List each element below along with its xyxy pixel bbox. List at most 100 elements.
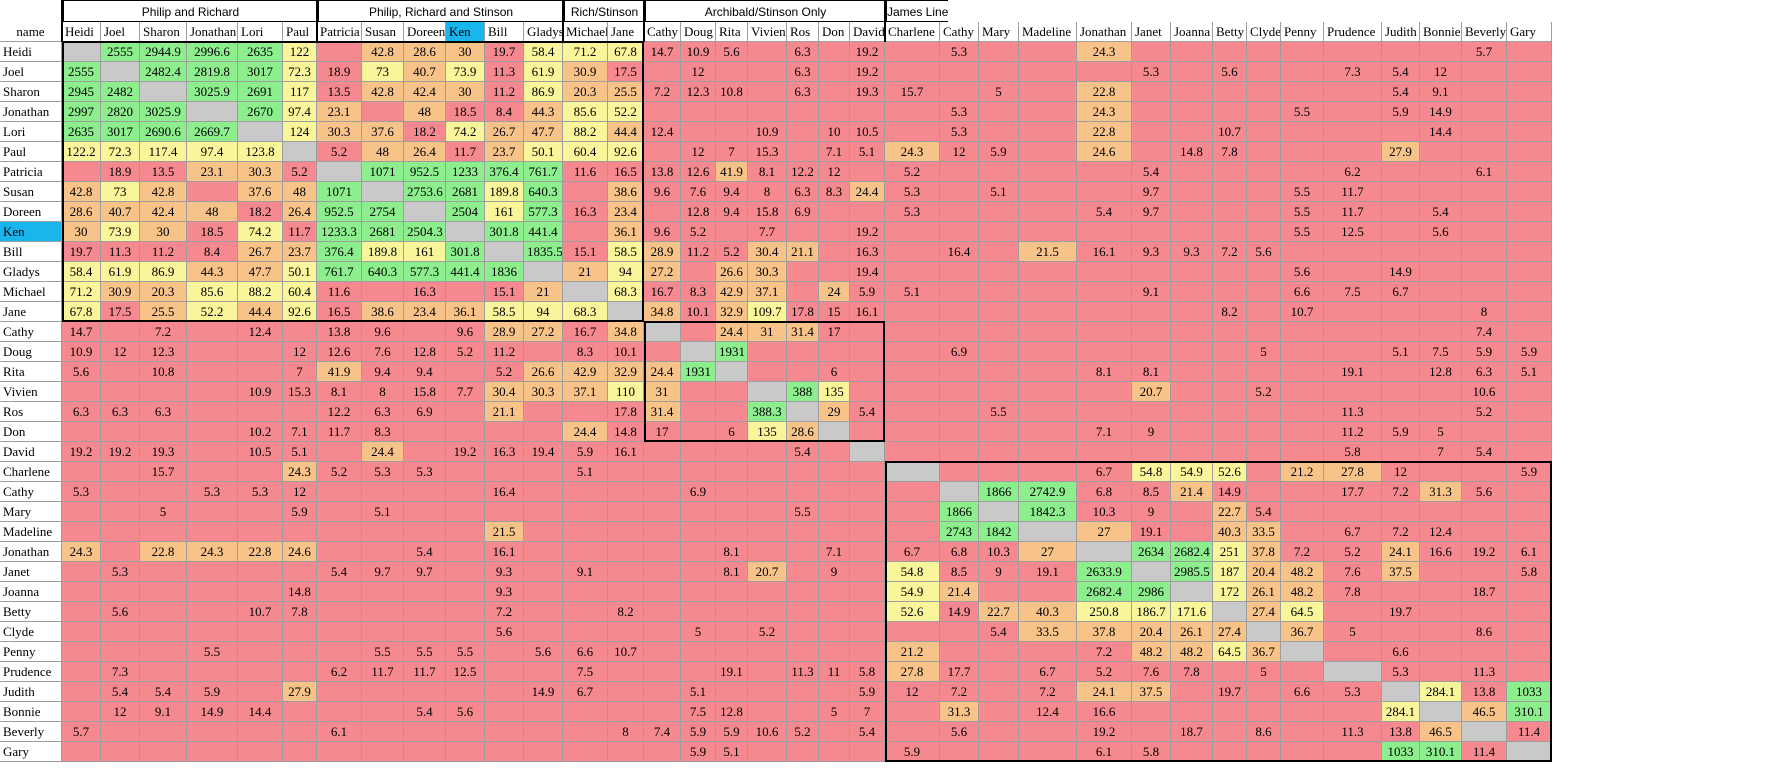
matrix-cell[interactable]: 5.4 — [1420, 202, 1462, 222]
matrix-cell[interactable]: 32.9 — [608, 362, 644, 382]
matrix-cell[interactable] — [979, 422, 1019, 442]
matrix-cell[interactable] — [608, 482, 644, 502]
matrix-cell[interactable]: 12.8 — [681, 202, 716, 222]
matrix-cell[interactable]: 5.3 — [404, 462, 446, 482]
matrix-cell[interactable] — [317, 162, 362, 182]
matrix-cell[interactable]: 48 — [404, 102, 446, 122]
matrix-cell[interactable] — [1019, 402, 1077, 422]
matrix-cell[interactable]: 251 — [1213, 542, 1247, 562]
matrix-cell[interactable] — [524, 622, 563, 642]
matrix-cell[interactable]: 10.8 — [716, 82, 748, 102]
matrix-cell[interactable] — [885, 322, 940, 342]
matrix-cell[interactable]: 24.1 — [1077, 682, 1132, 702]
matrix-cell[interactable] — [62, 622, 101, 642]
matrix-cell[interactable]: 18.7 — [1462, 582, 1507, 602]
matrix-cell[interactable]: 27.9 — [1382, 142, 1420, 162]
matrix-cell[interactable] — [885, 262, 940, 282]
matrix-cell[interactable]: 11.4 — [1462, 742, 1507, 762]
matrix-cell[interactable]: 16.7 — [563, 322, 608, 342]
matrix-cell[interactable]: 5.6 — [716, 42, 748, 62]
row-label[interactable]: Rita — [0, 362, 62, 382]
matrix-cell[interactable]: 1033 — [1507, 682, 1552, 702]
row-label[interactable]: Sharon — [0, 82, 62, 102]
matrix-cell[interactable] — [1462, 82, 1507, 102]
matrix-cell[interactable]: 2986 — [1132, 582, 1171, 602]
matrix-cell[interactable]: 16.6 — [1077, 702, 1132, 722]
matrix-cell[interactable]: 9.6 — [644, 182, 681, 202]
matrix-cell[interactable]: 5.3 — [940, 102, 979, 122]
matrix-cell[interactable] — [283, 622, 317, 642]
matrix-cell[interactable]: 2754 — [362, 202, 404, 222]
matrix-cell[interactable]: 2743 — [940, 522, 979, 542]
matrix-cell[interactable] — [819, 422, 850, 442]
matrix-cell[interactable]: 5.3 — [940, 122, 979, 142]
row-label[interactable]: Jonathan — [0, 102, 62, 122]
matrix-cell[interactable]: 5.8 — [850, 662, 885, 682]
matrix-cell[interactable]: 11.6 — [317, 282, 362, 302]
matrix-cell[interactable]: 5.9 — [850, 682, 885, 702]
matrix-cell[interactable]: 74.2 — [238, 222, 283, 242]
matrix-cell[interactable] — [1382, 202, 1420, 222]
matrix-cell[interactable]: 12.2 — [787, 162, 819, 182]
matrix-cell[interactable] — [140, 82, 187, 102]
matrix-cell[interactable] — [1462, 602, 1507, 622]
matrix-cell[interactable]: 9 — [819, 562, 850, 582]
row-label[interactable]: Heidi — [0, 42, 62, 62]
matrix-cell[interactable] — [716, 462, 748, 482]
matrix-cell[interactable]: 26.6 — [716, 262, 748, 282]
matrix-cell[interactable] — [1077, 542, 1132, 562]
matrix-cell[interactable]: 48 — [187, 202, 238, 222]
matrix-cell[interactable] — [1247, 282, 1281, 302]
matrix-cell[interactable] — [404, 682, 446, 702]
matrix-cell[interactable] — [362, 542, 404, 562]
matrix-cell[interactable]: 9.7 — [362, 562, 404, 582]
matrix-cell[interactable]: 5.8 — [1324, 442, 1382, 462]
matrix-cell[interactable] — [62, 702, 101, 722]
matrix-cell[interactable] — [979, 582, 1019, 602]
matrix-cell[interactable] — [563, 722, 608, 742]
matrix-cell[interactable]: 952.5 — [404, 162, 446, 182]
matrix-cell[interactable] — [1213, 102, 1247, 122]
matrix-cell[interactable]: 46.5 — [1420, 722, 1462, 742]
matrix-cell[interactable] — [485, 702, 524, 722]
matrix-cell[interactable] — [140, 482, 187, 502]
matrix-cell[interactable]: 40.7 — [404, 62, 446, 82]
matrix-cell[interactable] — [1507, 422, 1552, 442]
matrix-cell[interactable] — [1420, 602, 1462, 622]
matrix-cell[interactable]: 94 — [524, 302, 563, 322]
column-header[interactable]: Ken — [446, 22, 485, 42]
matrix-cell[interactable] — [62, 662, 101, 682]
matrix-cell[interactable]: 40.3 — [1019, 602, 1077, 622]
matrix-cell[interactable]: 14.9 — [187, 702, 238, 722]
matrix-cell[interactable] — [1281, 422, 1324, 442]
column-header[interactable]: Bill — [485, 22, 524, 42]
matrix-cell[interactable]: 9 — [1132, 502, 1171, 522]
matrix-cell[interactable]: 12 — [101, 342, 140, 362]
matrix-cell[interactable]: 12.8 — [716, 702, 748, 722]
matrix-cell[interactable]: 2945 — [62, 82, 101, 102]
matrix-cell[interactable]: 6.3 — [787, 62, 819, 82]
matrix-cell[interactable] — [787, 362, 819, 382]
matrix-cell[interactable]: 2633.9 — [1077, 562, 1132, 582]
matrix-cell[interactable]: 10.5 — [850, 122, 885, 142]
matrix-cell[interactable]: 22.8 — [1077, 82, 1132, 102]
matrix-cell[interactable]: 7.5 — [681, 702, 716, 722]
matrix-cell[interactable] — [885, 382, 940, 402]
matrix-cell[interactable] — [404, 582, 446, 602]
matrix-cell[interactable] — [1324, 662, 1382, 682]
matrix-cell[interactable]: 21.2 — [1281, 462, 1324, 482]
matrix-cell[interactable]: 9.4 — [716, 182, 748, 202]
matrix-cell[interactable] — [1420, 182, 1462, 202]
matrix-cell[interactable] — [1247, 442, 1281, 462]
matrix-cell[interactable] — [716, 602, 748, 622]
column-header[interactable]: Joanna — [1171, 22, 1213, 42]
matrix-cell[interactable] — [187, 322, 238, 342]
matrix-cell[interactable]: 37.6 — [238, 182, 283, 202]
matrix-cell[interactable]: 40.7 — [101, 202, 140, 222]
row-label[interactable]: Cathy — [0, 482, 62, 502]
matrix-cell[interactable] — [681, 662, 716, 682]
matrix-cell[interactable]: 23.1 — [187, 162, 238, 182]
matrix-cell[interactable]: 94 — [608, 262, 644, 282]
matrix-cell[interactable] — [1324, 102, 1382, 122]
matrix-cell[interactable]: 6.6 — [1382, 642, 1420, 662]
